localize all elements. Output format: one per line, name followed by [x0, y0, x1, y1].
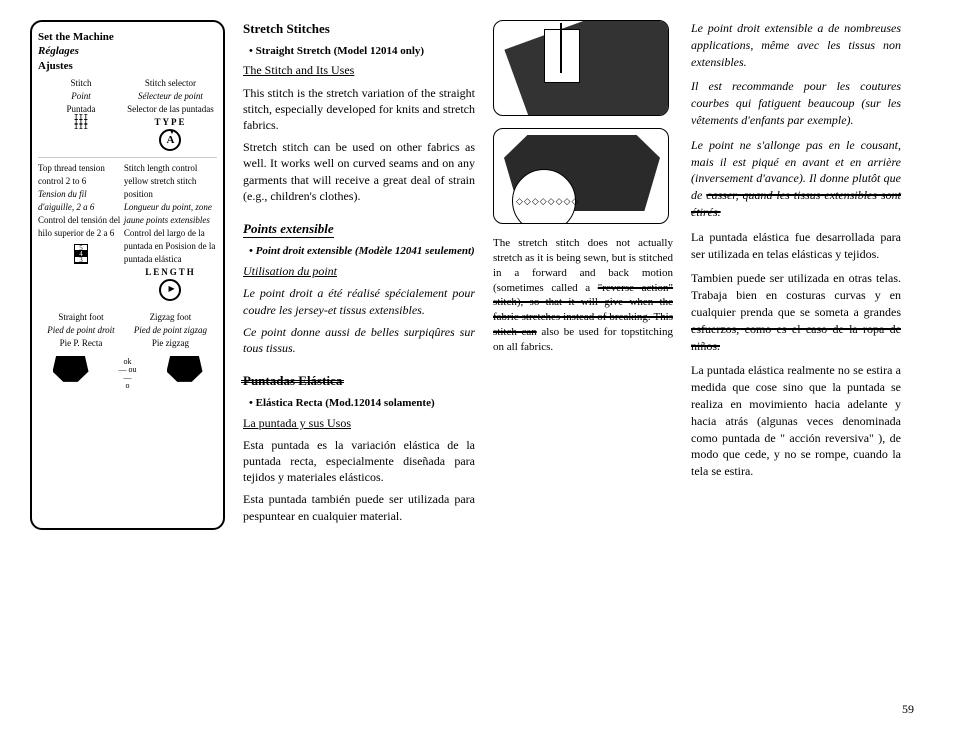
length-es: Control del largo de la puntada en Posis… [124, 228, 216, 264]
zigzag-fr: Pied de point zigzag [134, 325, 207, 335]
tension-gauge-icon: 5 4 3 [38, 244, 124, 266]
para-en-2: Stretch stitch can be used on other fabr… [243, 139, 475, 204]
heading-puntadas: Puntadas Elástica [243, 373, 342, 388]
scale-marks: ok— ou —o [118, 358, 138, 390]
right-es-2-strike: esfuerzos, como es el caso de la ropa de… [691, 322, 901, 353]
right-es-3: La puntada elástica realmente no se esti… [691, 362, 901, 480]
title-en: Set the Machine [38, 31, 114, 43]
heading-points: Points extensible [243, 220, 334, 239]
page-number: 59 [902, 702, 914, 717]
straight-foot-icon [53, 356, 89, 382]
selector-fr: Sélecteur de point [138, 91, 203, 101]
selector-es: Selector de las puntadas [127, 104, 214, 114]
subhead-usos: La puntada y sus Usos [243, 416, 351, 430]
machine-settings-box: Set the Machine Réglages Ajustes Stitch … [30, 20, 225, 530]
stitch-fr: Point [71, 91, 91, 101]
para-en-1: This stitch is the stretch variation of … [243, 85, 475, 134]
title-es: Ajustes [38, 60, 73, 72]
subhead-util: Utilisation du point [243, 264, 337, 278]
box-title: Set the Machine Réglages Ajustes [38, 30, 217, 73]
bullet-point-fr: • Point droit extensible (Modèle 12041 s… [249, 244, 475, 259]
heading-stretch: Stretch Stitches [243, 20, 475, 38]
subhead-uses: The Stitch and Its Uses [243, 63, 354, 77]
para-fr-2: Ce point donne aussi de belles surpiqûre… [243, 324, 475, 356]
length-dial-icon [159, 279, 181, 301]
zigzag-es: Pie zigzag [152, 338, 189, 348]
stitch-dots-icon: IIIIIIIII [38, 116, 124, 130]
zigzag-en: Zigzag foot [150, 312, 192, 322]
garment-stitch-illustration: ◇◇◇◇◇◇◇◇ [493, 128, 669, 224]
zigzag-foot-icon [167, 356, 203, 382]
tension-es: Control del tensión del hilo superior de… [38, 215, 120, 238]
caption-para: The stretch stitch does not actually str… [493, 236, 673, 355]
illustration-column: ◇◇◇◇◇◇◇◇ The stretch stitch does not act… [493, 20, 673, 530]
tension-fr: Tension du fil d'aiguille, 2 a 6 [38, 189, 94, 212]
right-es-2: Tambien puede ser utilizada en otras tel… [691, 270, 901, 354]
length-fr: Longueur du point, zone jaune points ext… [124, 202, 212, 225]
foot-en: Straight foot [58, 312, 103, 322]
right-text-column: Le point droit extensible a de nombreuse… [691, 20, 901, 530]
right-fr-2: Il est recommande pour les coutures cour… [691, 78, 901, 128]
tension-en: Top thread tension control 2 to 6 [38, 163, 105, 186]
type-a-icon: A [159, 129, 181, 151]
para-es-2: Esta puntada también puede ser utilizada… [243, 491, 475, 523]
right-fr-3-strike: casser, quand les tissus extensibles son… [691, 188, 901, 219]
bullet-elastica: • Elástica Recta (Mod.12014 solamente) [249, 396, 475, 411]
foot-fr: Pied de point droit [47, 325, 114, 335]
right-es-2a: Tambien puede ser utilizada en otras tel… [691, 271, 901, 319]
title-fr: Réglages [38, 45, 79, 57]
right-fr-1: Le point droit extensible a de nombreuse… [691, 20, 901, 70]
center-text-column: Stretch Stitches • Straight Stretch (Mod… [243, 20, 475, 530]
length-label: LENGTH [145, 267, 196, 277]
stitch-en: Stitch [70, 78, 91, 88]
foot-es: Pie P. Recta [60, 338, 103, 348]
para-es-1: Esta puntada es la variación elástica de… [243, 437, 475, 486]
selector-en: Stitch selector [145, 78, 196, 88]
presser-foot-illustration [493, 20, 669, 116]
length-en: Stitch length control yellow stretch sti… [124, 163, 198, 199]
para-fr-1: Le point droit a été réalisé spécialemen… [243, 285, 475, 317]
right-es-1: La puntada elástica fue desarrollada par… [691, 229, 901, 263]
bullet-straight: • Straight Stretch (Model 12014 only) [249, 44, 475, 59]
right-fr-3: Le point ne s'allonge pas en le cousant,… [691, 137, 901, 221]
